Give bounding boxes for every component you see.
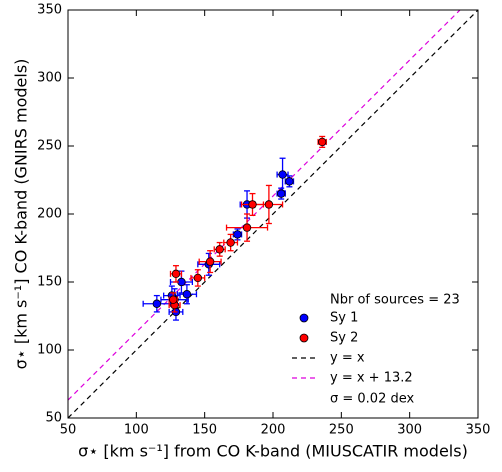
x-tick-label: 300: [397, 423, 422, 438]
y-tick-label: 200: [37, 207, 62, 222]
y-tick-label: 250: [37, 139, 62, 154]
point: [278, 170, 287, 179]
y-axis-label: σ⋆ [km s⁻¹] CO K-band (GNIRS models): [12, 59, 31, 370]
x-tick-label: 250: [329, 423, 354, 438]
legend-label: y = x + 13.2: [330, 371, 413, 386]
y-tick-label: 50: [45, 411, 62, 426]
point: [182, 290, 192, 299]
point: [215, 245, 224, 254]
plot-frame: [67, 9, 479, 419]
legend-marker: [299, 333, 309, 343]
point: [193, 273, 203, 283]
y-tick-label: 350: [37, 3, 62, 18]
point: [171, 269, 181, 279]
point: [277, 189, 286, 198]
y-tick-label: 100: [37, 343, 62, 358]
y-tick-label: 150: [37, 275, 62, 290]
point: [318, 137, 327, 147]
reference-line: [68, 10, 478, 418]
point: [242, 223, 252, 232]
annotation: σ = 0.02 dex: [330, 392, 414, 407]
point: [264, 200, 274, 209]
x-tick-label: 200: [261, 423, 286, 438]
legend-label: y = x: [330, 351, 365, 366]
x-tick-label: 100: [124, 423, 149, 438]
x-axis-label: σ⋆ [km s⁻¹] from CO K-band (MIUSCATIR mo…: [78, 442, 468, 461]
point: [152, 299, 162, 308]
reference-line: [68, 10, 461, 401]
point: [285, 177, 294, 186]
legend-marker: [299, 313, 309, 323]
point: [233, 230, 242, 239]
point: [169, 295, 178, 304]
point: [205, 257, 215, 266]
legend-label: Sy 2: [330, 331, 358, 346]
point: [248, 200, 257, 209]
legend-label: Sy 1: [330, 311, 358, 326]
legend-title: Nbr of sources = 23: [330, 293, 460, 308]
x-tick-label: 350: [466, 423, 491, 438]
x-tick-label: 50: [60, 423, 77, 438]
y-tick-label: 300: [37, 71, 62, 86]
point: [226, 238, 235, 247]
x-tick-label: 150: [192, 423, 217, 438]
